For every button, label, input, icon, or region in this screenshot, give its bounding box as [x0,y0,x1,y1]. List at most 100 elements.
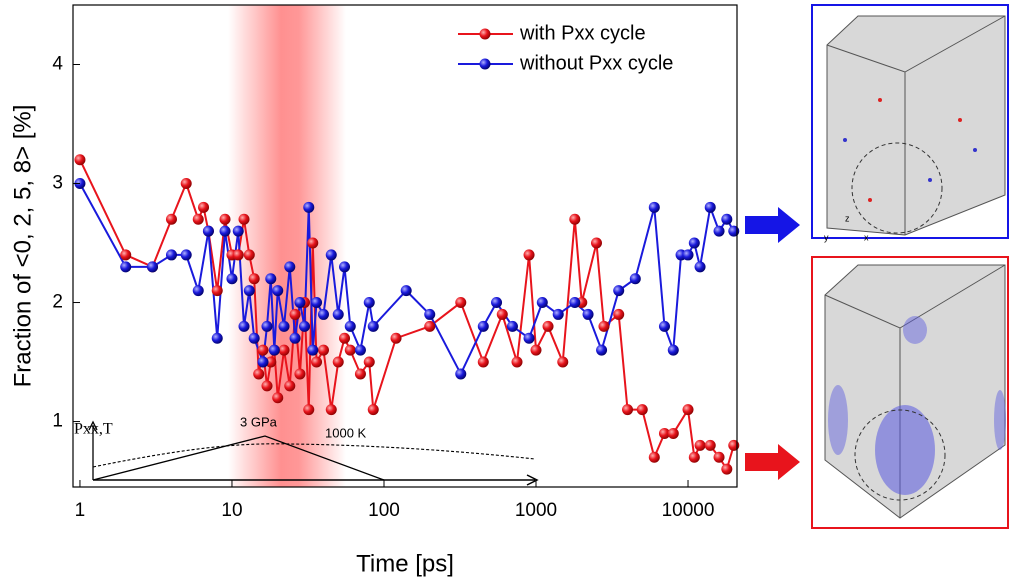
data-point [344,344,356,356]
data-point [648,201,660,213]
data-point [272,392,284,404]
data-point [294,297,306,309]
data-point [688,451,700,463]
data-point [636,404,648,416]
data-point [219,213,231,225]
data-point [289,332,301,344]
data-point [192,213,204,225]
y-tick-label: 1 [52,411,63,432]
data-point [311,297,323,309]
data-point [238,320,250,332]
data-point [332,308,344,320]
legend-marker [479,28,491,40]
data-point [598,320,610,332]
data-point [455,297,467,309]
schematic-label: 3 GPa [240,414,278,429]
data-point [325,404,337,416]
data-point [211,285,223,297]
data-point [74,154,86,166]
data-point [211,332,223,344]
data-point [596,344,608,356]
data-point [303,201,315,213]
data-point [363,356,375,368]
y-axis-label: Fraction of <0, 2, 5, 8> [%] [9,105,36,388]
data-point [238,213,250,225]
data-point [294,368,306,380]
data-point [648,451,660,463]
data-point [284,261,296,273]
arrow [745,207,800,243]
data-point [317,308,329,320]
data-point [390,332,402,344]
data-point [265,273,277,285]
data-point [713,451,725,463]
data-point [354,344,366,356]
series-line [79,159,735,472]
data-point [552,308,564,320]
data-point [265,356,277,368]
x-tick-label: 100 [368,500,400,521]
schematic [88,420,539,486]
data-point [146,261,158,273]
data-point [261,380,273,392]
data-point [658,427,670,439]
data-point [496,308,508,320]
legend-label: with Pxx cycle [519,22,646,44]
data-point [299,320,311,332]
data-point [667,427,679,439]
data-point [253,368,265,380]
data-point [311,356,323,368]
x-axis-label: Time [ps] [356,550,454,577]
data-point [491,297,503,309]
x-tick-label: 10000 [662,500,715,521]
data-point [658,320,670,332]
data-point [180,178,192,190]
data-point [455,368,467,380]
data-point [257,344,269,356]
data-point [721,463,733,475]
x-tick-label: 1 [75,500,86,521]
data-point [721,213,733,225]
data-point [303,404,315,416]
data-point [219,225,231,237]
data-point [682,404,694,416]
data-point [704,439,716,451]
data-point [569,297,581,309]
legend-marker [479,58,491,70]
data-point [400,285,412,297]
data-point [120,261,132,273]
data-point [557,356,569,368]
data-point [284,380,296,392]
data-point [339,332,351,344]
data-point [506,320,518,332]
structure-panel [811,4,1009,239]
data-point [590,237,602,249]
schematic-label: Pxx,T [74,421,113,438]
data-point [354,368,366,380]
data-point [367,404,379,416]
data-point [272,285,284,297]
data-point [530,344,542,356]
data-point [367,320,379,332]
data-point [713,225,725,237]
data-point [202,225,214,237]
data-point [198,201,210,213]
data-point [694,261,706,273]
data-point [278,344,290,356]
series-line [79,183,735,377]
data-point [243,285,255,297]
data-point [728,439,740,451]
data-point [424,308,436,320]
data-point [165,249,177,261]
data-point [511,356,523,368]
inset-axis-label: x [864,232,869,242]
data-point [704,201,716,213]
inset-axis-label: z [845,213,850,223]
data-point [180,249,192,261]
data-point [424,320,436,332]
y-tick-label: 3 [52,173,63,194]
data-point [569,213,581,225]
data-point [332,356,344,368]
data-point [682,249,694,261]
data-point [232,249,244,261]
